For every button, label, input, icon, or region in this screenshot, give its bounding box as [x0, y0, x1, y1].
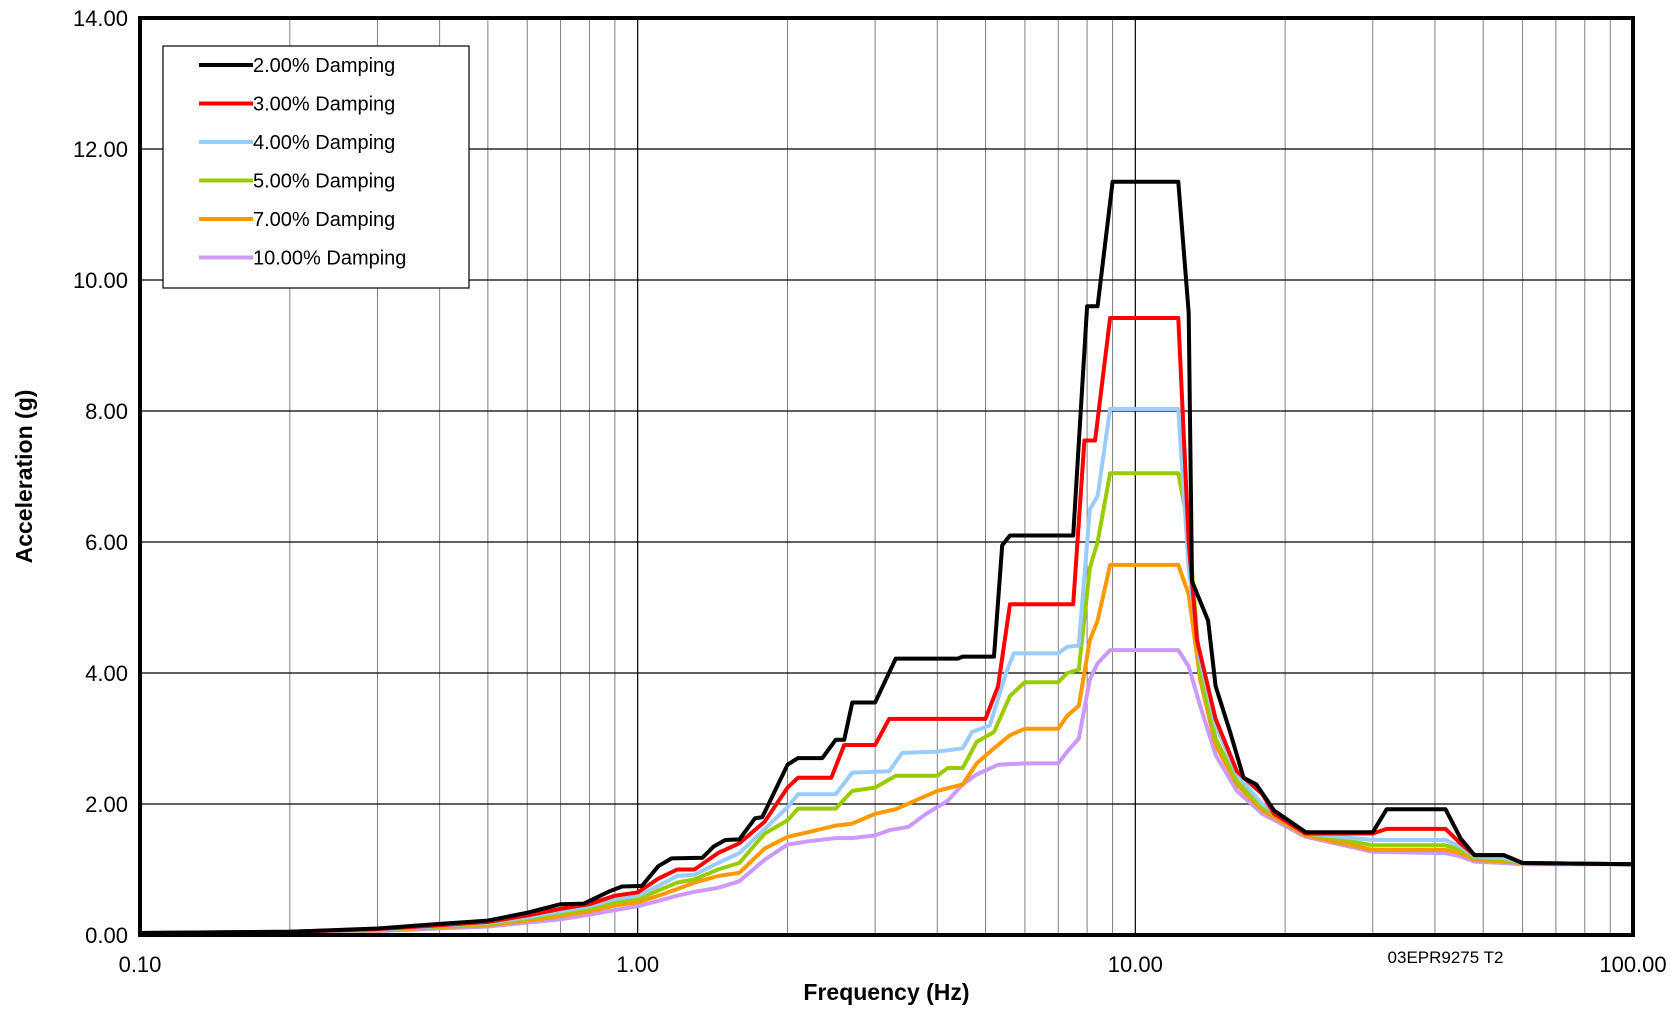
plot-frame	[138, 16, 1635, 937]
y-tick-label: 10.00	[73, 268, 128, 293]
x-tick-label: 0.10	[119, 952, 162, 977]
legend-label-2: 3.00% Damping	[253, 94, 395, 116]
series-line-5	[138, 562, 1635, 935]
y-tick-label: 2.00	[85, 792, 128, 817]
legend-label-1: 2.00% Damping	[253, 55, 395, 77]
y-tick-label: 12.00	[73, 137, 128, 162]
figure-id-annotation: 03EPR9275 T2	[1388, 948, 1504, 967]
series-line-6	[138, 648, 1635, 936]
legend-box	[162, 45, 470, 289]
series-line-1	[138, 179, 1635, 935]
x-tick-label: 100.00	[1599, 952, 1666, 977]
y-axis-title: Acceleration (g)	[11, 390, 37, 564]
x-tick-label: 1.00	[616, 952, 659, 977]
x-axis-tick-labels: 0.10 1.00 10.00 100.00	[119, 952, 1667, 977]
series-line-4	[138, 471, 1635, 935]
legend-label-5: 7.00% Damping	[253, 209, 395, 231]
legend-label-6: 10.00% Damping	[253, 248, 406, 270]
legend: 2.00% Damping 3.00% Damping 4.00% Damping 5…	[162, 45, 470, 289]
y-tick-label: 6.00	[85, 530, 128, 555]
y-tick-label: 0.00	[85, 923, 128, 948]
y-axis-tick-labels: 0.00 2.00 4.00 6.00 8.00 10.00 12.00 14.00	[73, 6, 128, 948]
x-axis-title: Frequency (Hz)	[803, 979, 969, 1005]
y-tick-label: 14.00	[73, 6, 128, 31]
x-tick-label: 10.00	[1108, 952, 1163, 977]
legend-label-3: 4.00% Damping	[253, 132, 395, 154]
y-tick-label: 4.00	[85, 661, 128, 686]
legend-label-4: 5.00% Damping	[253, 171, 395, 193]
series-lines	[138, 179, 1635, 936]
y-tick-label: 8.00	[85, 399, 128, 424]
